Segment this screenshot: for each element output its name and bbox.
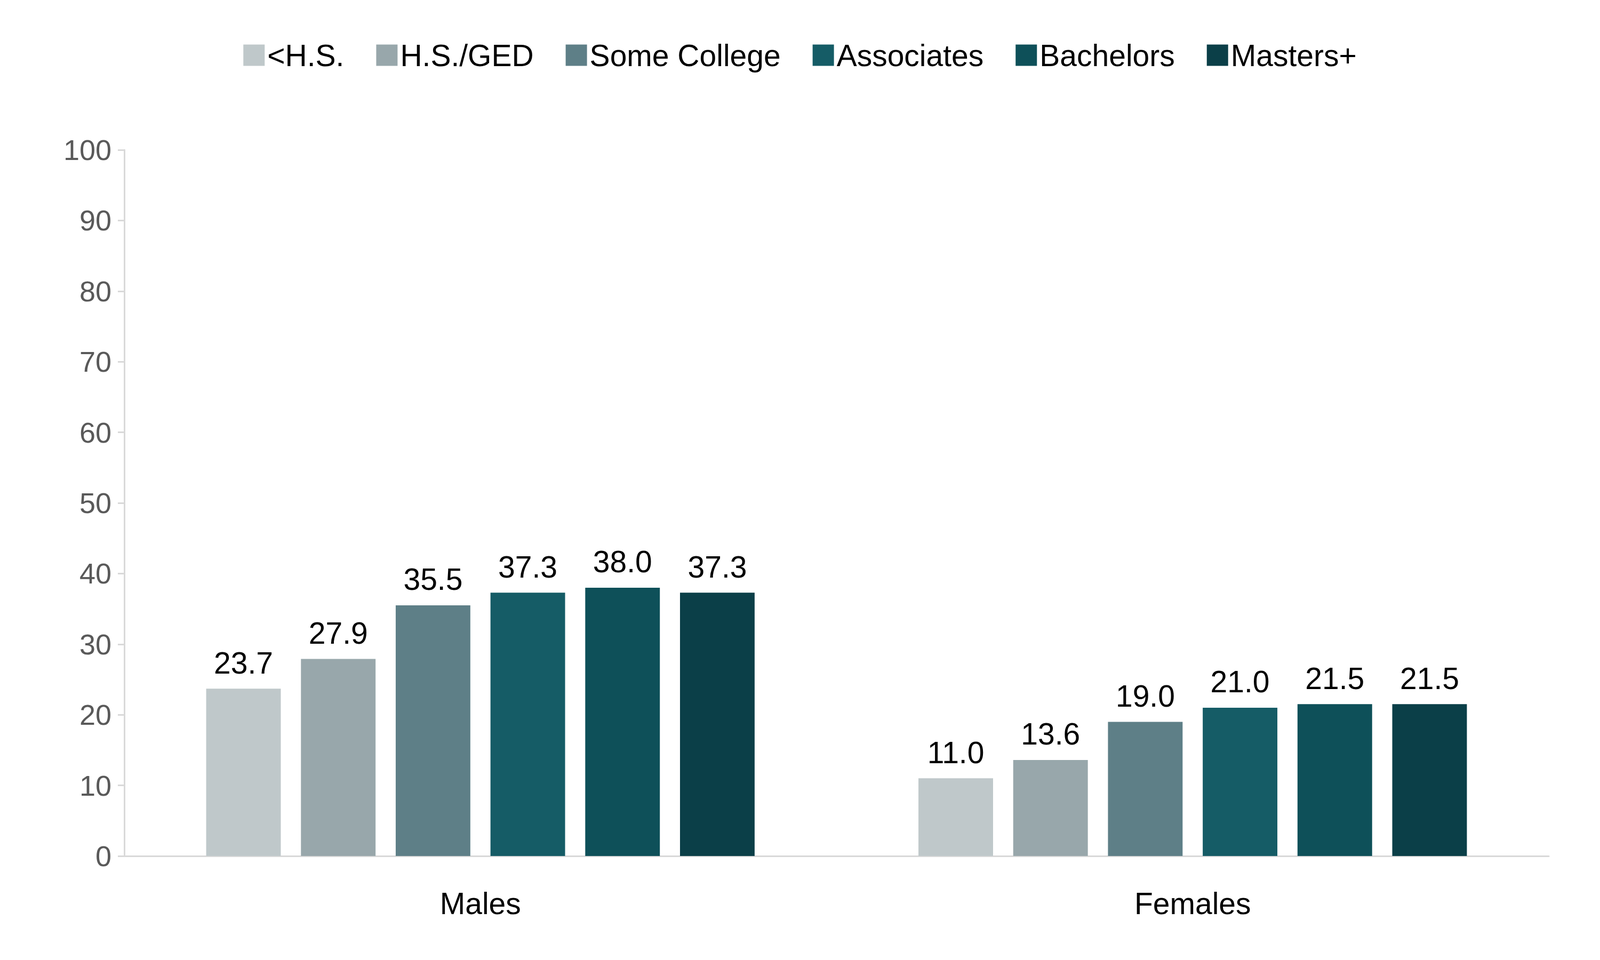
svg-text:21.5: 21.5 <box>1400 661 1460 696</box>
svg-text:13.6: 13.6 <box>1020 716 1080 751</box>
svg-text:35.5: 35.5 <box>403 562 463 597</box>
svg-text:21.5: 21.5 <box>1305 661 1365 696</box>
svg-text:Masters+: Masters+ <box>1230 38 1357 73</box>
svg-text:0: 0 <box>95 840 112 872</box>
svg-text:37.3: 37.3 <box>687 549 747 584</box>
svg-text:21.0: 21.0 <box>1210 664 1270 699</box>
svg-text:11.0: 11.0 <box>927 735 985 770</box>
svg-text:<H.S.: <H.S. <box>267 38 344 73</box>
svg-text:23.7: 23.7 <box>213 645 274 680</box>
svg-text:Males: Males <box>440 886 522 921</box>
svg-text:40: 40 <box>79 557 112 590</box>
svg-text:80: 80 <box>79 275 112 308</box>
svg-text:60: 60 <box>79 416 112 449</box>
svg-text:38.0: 38.0 <box>593 544 653 579</box>
svg-text:90: 90 <box>79 204 112 237</box>
svg-text:Associates: Associates <box>836 38 984 73</box>
svg-text:10: 10 <box>79 769 112 802</box>
svg-text:70: 70 <box>79 345 112 378</box>
svg-text:Bachelors: Bachelors <box>1039 38 1175 73</box>
svg-text:37.3: 37.3 <box>498 549 558 584</box>
svg-text:100: 100 <box>63 133 112 166</box>
svg-text:20: 20 <box>79 698 112 731</box>
svg-text:50: 50 <box>79 486 112 519</box>
svg-text:19.0: 19.0 <box>1115 678 1175 714</box>
svg-text:30: 30 <box>79 628 112 661</box>
svg-text:27.9: 27.9 <box>308 616 368 651</box>
svg-text:H.S./GED: H.S./GED <box>400 38 534 73</box>
svg-text:Some College: Some College <box>589 38 781 73</box>
svg-text:Females: Females <box>1134 886 1252 921</box>
